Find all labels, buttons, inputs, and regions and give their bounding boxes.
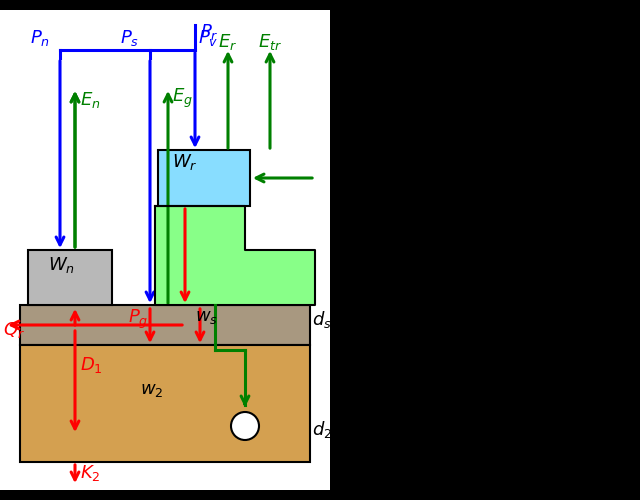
Bar <box>20 305 310 345</box>
Text: $w_2$: $w_2$ <box>140 381 163 399</box>
Bar <box>20 345 310 462</box>
Text: $E_n$: $E_n$ <box>80 90 100 110</box>
Text: $W_n$: $W_n$ <box>48 255 75 275</box>
Text: $d_2$: $d_2$ <box>312 420 332 440</box>
Text: $P_g$: $P_g$ <box>128 308 148 331</box>
Text: $W_r$: $W_r$ <box>172 152 198 172</box>
Text: $P_v$: $P_v$ <box>198 28 218 48</box>
Bar <box>155 206 315 305</box>
Bar <box>158 150 250 206</box>
Bar <box>28 250 112 305</box>
Circle shape <box>231 412 259 440</box>
Text: $d_s$: $d_s$ <box>312 310 332 330</box>
Bar <box>0 10 330 490</box>
Text: $E_g$: $E_g$ <box>172 87 193 110</box>
Text: $P_r$: $P_r$ <box>200 22 219 42</box>
Text: $K_2$: $K_2$ <box>80 463 100 483</box>
Bar <box>245 206 315 250</box>
Text: $w_s$: $w_s$ <box>195 308 218 326</box>
Text: $E_{tr}$: $E_{tr}$ <box>258 32 282 52</box>
Text: $D_1$: $D_1$ <box>80 355 103 375</box>
Text: $P_n$: $P_n$ <box>30 28 50 48</box>
Text: $Q_r$: $Q_r$ <box>3 320 25 340</box>
Text: $P_s$: $P_s$ <box>120 28 139 48</box>
Text: $E_r$: $E_r$ <box>218 32 237 52</box>
